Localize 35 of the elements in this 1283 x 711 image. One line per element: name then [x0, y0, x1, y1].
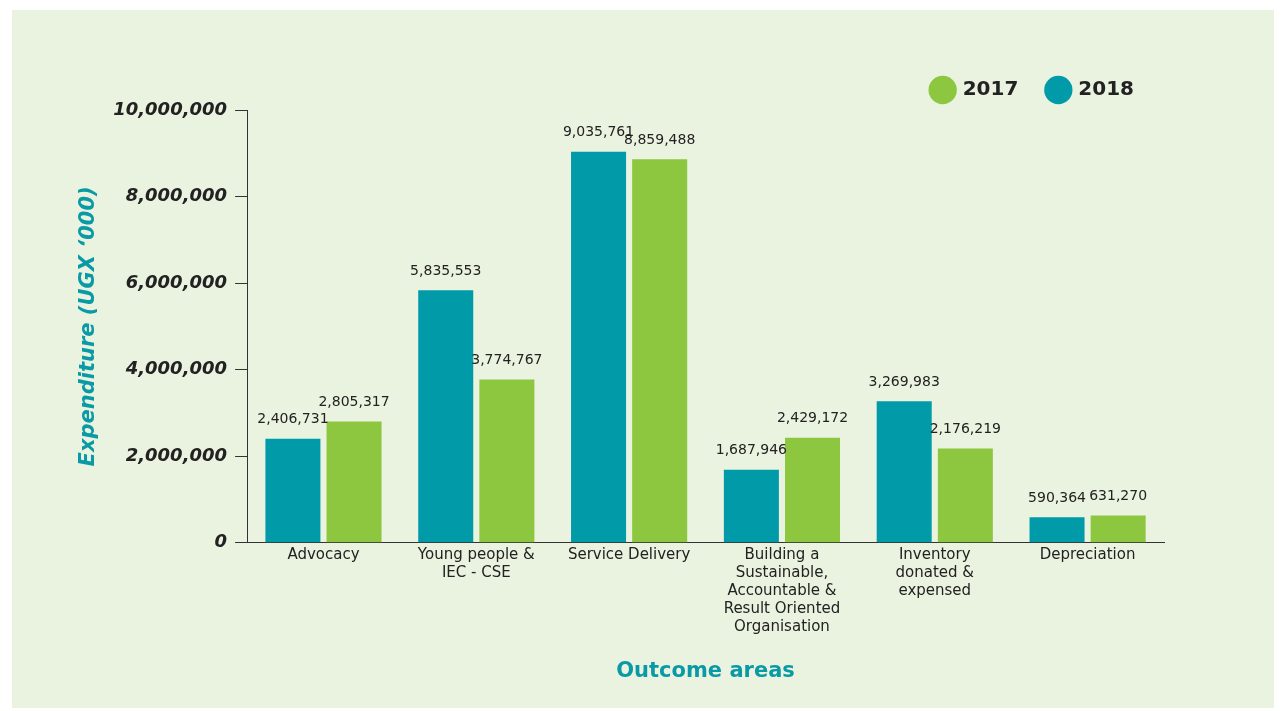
- bar: [265, 438, 321, 543]
- y-tick-label: 6,000,000: [125, 270, 228, 292]
- data-label: 590,364: [1028, 488, 1087, 505]
- x-tick-label: Young people & IEC - CSE: [416, 544, 536, 581]
- x-tick-label: Depreciation: [1039, 544, 1136, 563]
- bar: [1090, 515, 1146, 543]
- data-label: 3,269,983: [868, 372, 940, 389]
- bar: [326, 421, 382, 543]
- bar: [632, 159, 688, 543]
- bar: [937, 448, 993, 543]
- bar: [785, 437, 841, 543]
- data-label: 2,805,317: [318, 393, 390, 410]
- x-tick-label: Inventory donated & expensed: [895, 544, 975, 599]
- y-tick-label: 0: [214, 530, 228, 552]
- bar: [876, 401, 932, 543]
- data-label: 631,270: [1089, 487, 1148, 504]
- bar: [571, 151, 627, 543]
- x-tick-label: Building a Sustainable, Accountable & Result Oriented Organisation: [723, 544, 841, 635]
- x-tick-label: Advocacy: [287, 544, 360, 563]
- x-tick-label: Service Delivery: [567, 544, 691, 563]
- y-tick-label: 4,000,000: [124, 357, 228, 379]
- legend-label: 2017: [962, 76, 1019, 101]
- data-label: 2,406,731: [257, 410, 329, 427]
- x-axis-title: Outcome areas: [616, 657, 795, 682]
- bar: [1029, 517, 1085, 543]
- y-tick-label: 2,000,000: [125, 443, 228, 465]
- y-tick-label: 10,000,000: [113, 97, 228, 119]
- legend-label: 2018: [1078, 76, 1135, 101]
- data-label: 5,835,553: [410, 261, 482, 278]
- y-axis-title: Expenditure (UGX ‘000): [75, 186, 100, 467]
- bar: [418, 290, 474, 543]
- bar: [723, 469, 779, 543]
- bar: [479, 379, 535, 543]
- data-label: 2,429,172: [776, 409, 849, 426]
- y-tick-label: 8,000,000: [125, 184, 228, 206]
